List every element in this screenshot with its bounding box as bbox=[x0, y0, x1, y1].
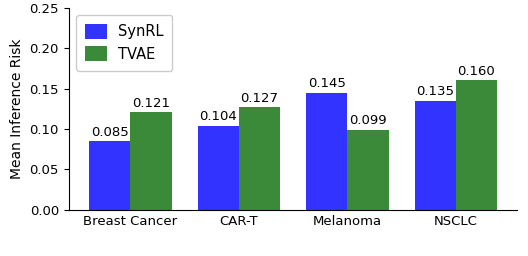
Text: 0.135: 0.135 bbox=[416, 85, 454, 98]
Text: 0.104: 0.104 bbox=[199, 110, 237, 123]
Bar bbox=[456, 80, 497, 210]
Text: 0.121: 0.121 bbox=[132, 97, 170, 110]
Bar bbox=[197, 126, 239, 210]
Bar bbox=[414, 101, 456, 210]
Text: 0.160: 0.160 bbox=[458, 65, 495, 78]
Text: 0.099: 0.099 bbox=[349, 114, 386, 127]
Bar bbox=[347, 130, 389, 210]
Legend: SynRL, TVAE: SynRL, TVAE bbox=[76, 15, 173, 71]
Bar bbox=[306, 93, 347, 210]
Bar bbox=[89, 141, 130, 210]
Text: 0.127: 0.127 bbox=[240, 92, 278, 105]
Text: 0.085: 0.085 bbox=[91, 126, 128, 139]
Text: 0.145: 0.145 bbox=[308, 77, 346, 90]
Y-axis label: Mean Inference Risk: Mean Inference Risk bbox=[10, 39, 24, 179]
Bar bbox=[130, 112, 172, 210]
Bar bbox=[239, 107, 280, 210]
